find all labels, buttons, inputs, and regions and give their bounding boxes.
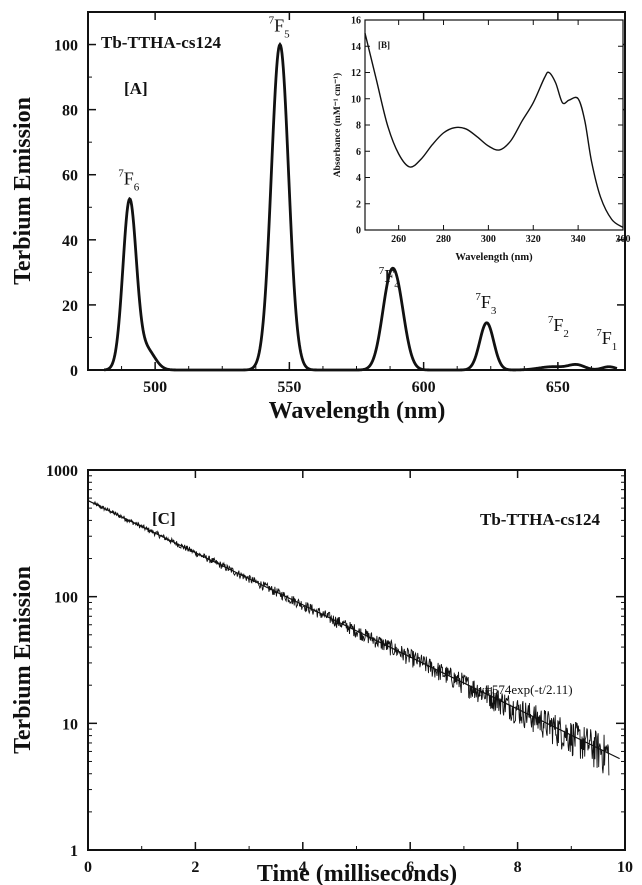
panel-a-y-axis-title: Terbium Emission <box>10 97 36 285</box>
panel-b-frame <box>364 19 624 231</box>
transition-label-main: F <box>384 266 394 286</box>
panel-b-x-axis-title: Wavelength (nm) <box>455 252 533 263</box>
panel-b-y-tick-label: 2 <box>356 199 361 210</box>
panel-b-y-tick-label: 12 <box>351 68 361 79</box>
panel-a-x-tick-label: 500 <box>143 379 167 396</box>
panel-a-y-tick-label: 80 <box>62 103 78 120</box>
transition-label-main: F <box>124 168 134 188</box>
panel-a-x-tick-label: 650 <box>546 379 570 396</box>
panel-a-y-tick-label: 60 <box>62 168 78 185</box>
panel-a-y-tick-label: 0 <box>70 363 78 380</box>
panel-c-x-axis-title: Time (milliseconds) <box>257 861 457 885</box>
panel-c-decay-data-line <box>92 500 610 776</box>
panel-a-transition-label: 7F4 <box>379 265 401 291</box>
transition-label-main: F <box>553 315 563 335</box>
panel-c-y-tick-label: 1000 <box>46 463 78 480</box>
panel-a-x-tick-label: 550 <box>277 379 301 396</box>
panel-b-x-tick-label: 300 <box>481 234 496 245</box>
panel-c-x-tick-label: 2 <box>191 859 199 876</box>
panel-b-y-tick-label: 10 <box>351 94 361 105</box>
panel-c-x-tick-label: 4 <box>299 859 307 876</box>
transition-label-subscript: 2 <box>563 328 569 340</box>
panel-c-y-tick-label: 1 <box>70 843 78 860</box>
transition-label-main: F <box>274 16 284 36</box>
transition-label-superscript: 7 <box>379 265 385 277</box>
panel-c-fit-equation: y=574exp(-t/2.11) <box>478 682 573 697</box>
transition-label-main: F <box>481 292 491 312</box>
panel-c-x-tick-label: 0 <box>84 859 92 876</box>
panel-c-label: [C] <box>152 509 176 528</box>
panel-a-transition-label: 7F6 <box>118 167 140 193</box>
panel-c-x-tick-label: 6 <box>406 859 414 876</box>
panel-b-y-tick-label: 16 <box>351 16 361 27</box>
panel-b-y-tick-label: 8 <box>356 121 361 132</box>
panel-a-y-tick-label: 100 <box>54 38 78 55</box>
panel-a-y-tick-label: 40 <box>62 233 78 250</box>
panel-c-y-axis-title: Terbium Emission <box>10 566 36 754</box>
transition-label-superscript: 7 <box>269 15 275 27</box>
transition-label-subscript: 4 <box>394 279 400 291</box>
panel-c-y-tick-label: 10 <box>62 716 78 733</box>
panel-b-x-tick-label: 320 <box>526 234 541 245</box>
panel-b-absorbance-line <box>364 32 624 228</box>
panel-b-x-tick-label: 280 <box>436 234 451 245</box>
transition-label-superscript: 7 <box>548 314 554 326</box>
panel-a-x-axis-title: Wavelength (nm) <box>269 398 446 424</box>
panel-b-y-tick-label: 0 <box>356 226 361 237</box>
panel-b-absorbance-inset: 260 280 300 320 340 360 0 2 4 6 8 10 12 14 16 [B] Wave… <box>332 16 631 264</box>
panel-b-y-axis-title: Absorbance (mM⁻¹ cm⁻¹) <box>332 73 343 177</box>
transition-label-superscript: 7 <box>118 167 124 179</box>
panel-b-label: [B] <box>378 40 390 50</box>
panel-a-spectrum-line <box>103 42 618 372</box>
panel-c-fit-line <box>87 499 620 760</box>
panel-c-y-tick-label: 100 <box>54 590 78 607</box>
transition-label-main: F <box>602 328 612 348</box>
panel-b-x-tick-label: 260 <box>391 234 406 245</box>
panel-a-label: [A] <box>124 79 148 98</box>
panel-a-transition-label: 7F1 <box>596 327 617 353</box>
transition-label-subscript: 5 <box>284 29 290 41</box>
panel-b-y-tick-label: 14 <box>351 42 361 53</box>
transition-label-subscript: 6 <box>134 181 140 193</box>
transition-label-superscript: 7 <box>475 291 481 303</box>
panel-c-x-tick-label: 10 <box>617 859 633 876</box>
transition-label-superscript: 7 <box>596 327 602 339</box>
panel-a-transition-label: 7F2 <box>548 314 569 340</box>
panel-b-x-tick-label: 340 <box>571 234 586 245</box>
panel-a-transition-label: 7F5 <box>269 15 291 41</box>
panel-c-decay-curve: 0 2 4 6 8 10 1 10 100 1000 [C] Tb-TTHA-cs124 y=57… <box>10 463 633 885</box>
panel-b-y-tick-label: 4 <box>356 173 361 184</box>
transition-label-subscript: 1 <box>612 341 618 353</box>
panel-c-annotation: Tb-TTHA-cs124 <box>480 510 600 529</box>
panel-b-y-tick-label: 6 <box>356 147 361 158</box>
panel-c-x-tick-label: 8 <box>514 859 522 876</box>
panel-a-transition-label: 7F3 <box>475 291 497 317</box>
panel-a-y-tick-label: 20 <box>62 298 78 315</box>
panel-a-annotation: Tb-TTHA-cs124 <box>101 33 221 52</box>
transition-label-subscript: 3 <box>491 305 497 317</box>
panel-b-x-tick-label: 360 <box>616 234 631 245</box>
panel-a-x-tick-label: 600 <box>412 379 436 396</box>
